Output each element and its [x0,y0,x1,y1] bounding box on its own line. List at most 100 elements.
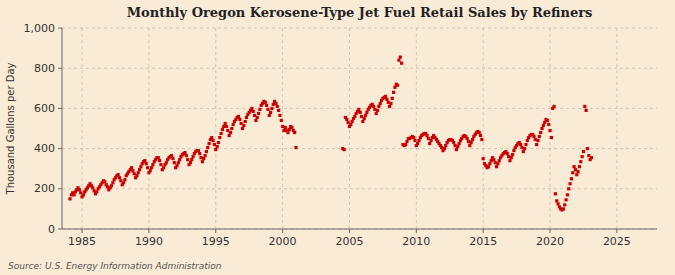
point [412,136,415,139]
point [159,163,162,166]
tick-label-y: 0 [48,223,55,236]
point [581,155,584,158]
grid-line-x [416,28,417,229]
point [492,158,495,161]
point [157,156,160,159]
grid-line-x [148,28,149,229]
point [294,146,297,149]
point [143,159,146,162]
point [244,120,247,123]
point [523,147,526,150]
point [392,91,395,94]
point [554,192,557,195]
tick-x [215,229,216,233]
tick-label-y: 800 [34,62,55,75]
point [508,159,511,162]
point [242,124,245,127]
point [214,148,217,151]
tick-label-x: 1995 [202,235,230,248]
point [254,119,257,122]
point [185,154,188,157]
point [345,118,348,121]
point [397,59,400,62]
point [130,166,133,169]
point [548,129,551,132]
point [547,123,550,126]
point [416,142,419,145]
point [229,131,232,134]
point [535,143,538,146]
point [349,123,352,126]
point [117,173,120,176]
point [171,157,174,160]
point [202,157,205,160]
tick-x [416,229,417,233]
tick-x [349,229,350,233]
point [404,143,407,146]
point [372,105,375,108]
point [277,109,280,112]
point [567,187,570,190]
tick-x [282,229,283,233]
point [170,154,173,157]
point [145,162,148,165]
point [232,123,235,126]
point [487,165,490,168]
point [495,165,498,168]
point [280,119,283,122]
point [511,153,514,156]
point [466,137,469,140]
point [570,177,573,180]
point [563,203,566,206]
grid-line-x [616,28,617,229]
point [444,144,447,147]
point [585,109,588,112]
point [452,141,455,144]
point [68,197,71,200]
tick-label-x: 1990 [135,235,163,248]
point [522,150,525,153]
tick-label-y: 200 [34,182,55,195]
point [173,161,176,164]
point [583,105,586,108]
point [510,156,513,159]
point [276,105,279,108]
point [571,171,574,174]
point [400,62,403,65]
point [538,135,541,138]
point [78,188,81,191]
point [482,157,485,160]
point [399,56,402,59]
point [586,147,589,150]
point [478,131,481,134]
point [443,147,446,150]
point [123,178,126,181]
axis-line-x [62,229,657,230]
tick-x [550,229,551,233]
point [177,161,180,164]
point [190,158,193,161]
point [290,126,293,129]
point [575,173,578,176]
point [198,152,201,155]
tick-label-y: 600 [34,102,55,115]
point [417,139,420,142]
y-axis-label: Thousand Gallons per Day [5,62,16,195]
point [183,151,186,154]
tick-y [58,148,62,149]
point [95,190,98,193]
point [361,120,364,123]
point [131,169,134,172]
point [139,165,142,168]
axes: 02004006008001,0001985199019952000200520… [24,22,658,249]
tick-label-x: 2005 [335,235,363,248]
point [258,108,261,111]
point [428,142,431,145]
grid-line-x [215,28,216,229]
point [268,114,271,117]
tick-label-x: 1985 [68,235,96,248]
point [384,95,387,98]
point [228,134,231,137]
point [284,126,287,129]
point [206,146,209,149]
